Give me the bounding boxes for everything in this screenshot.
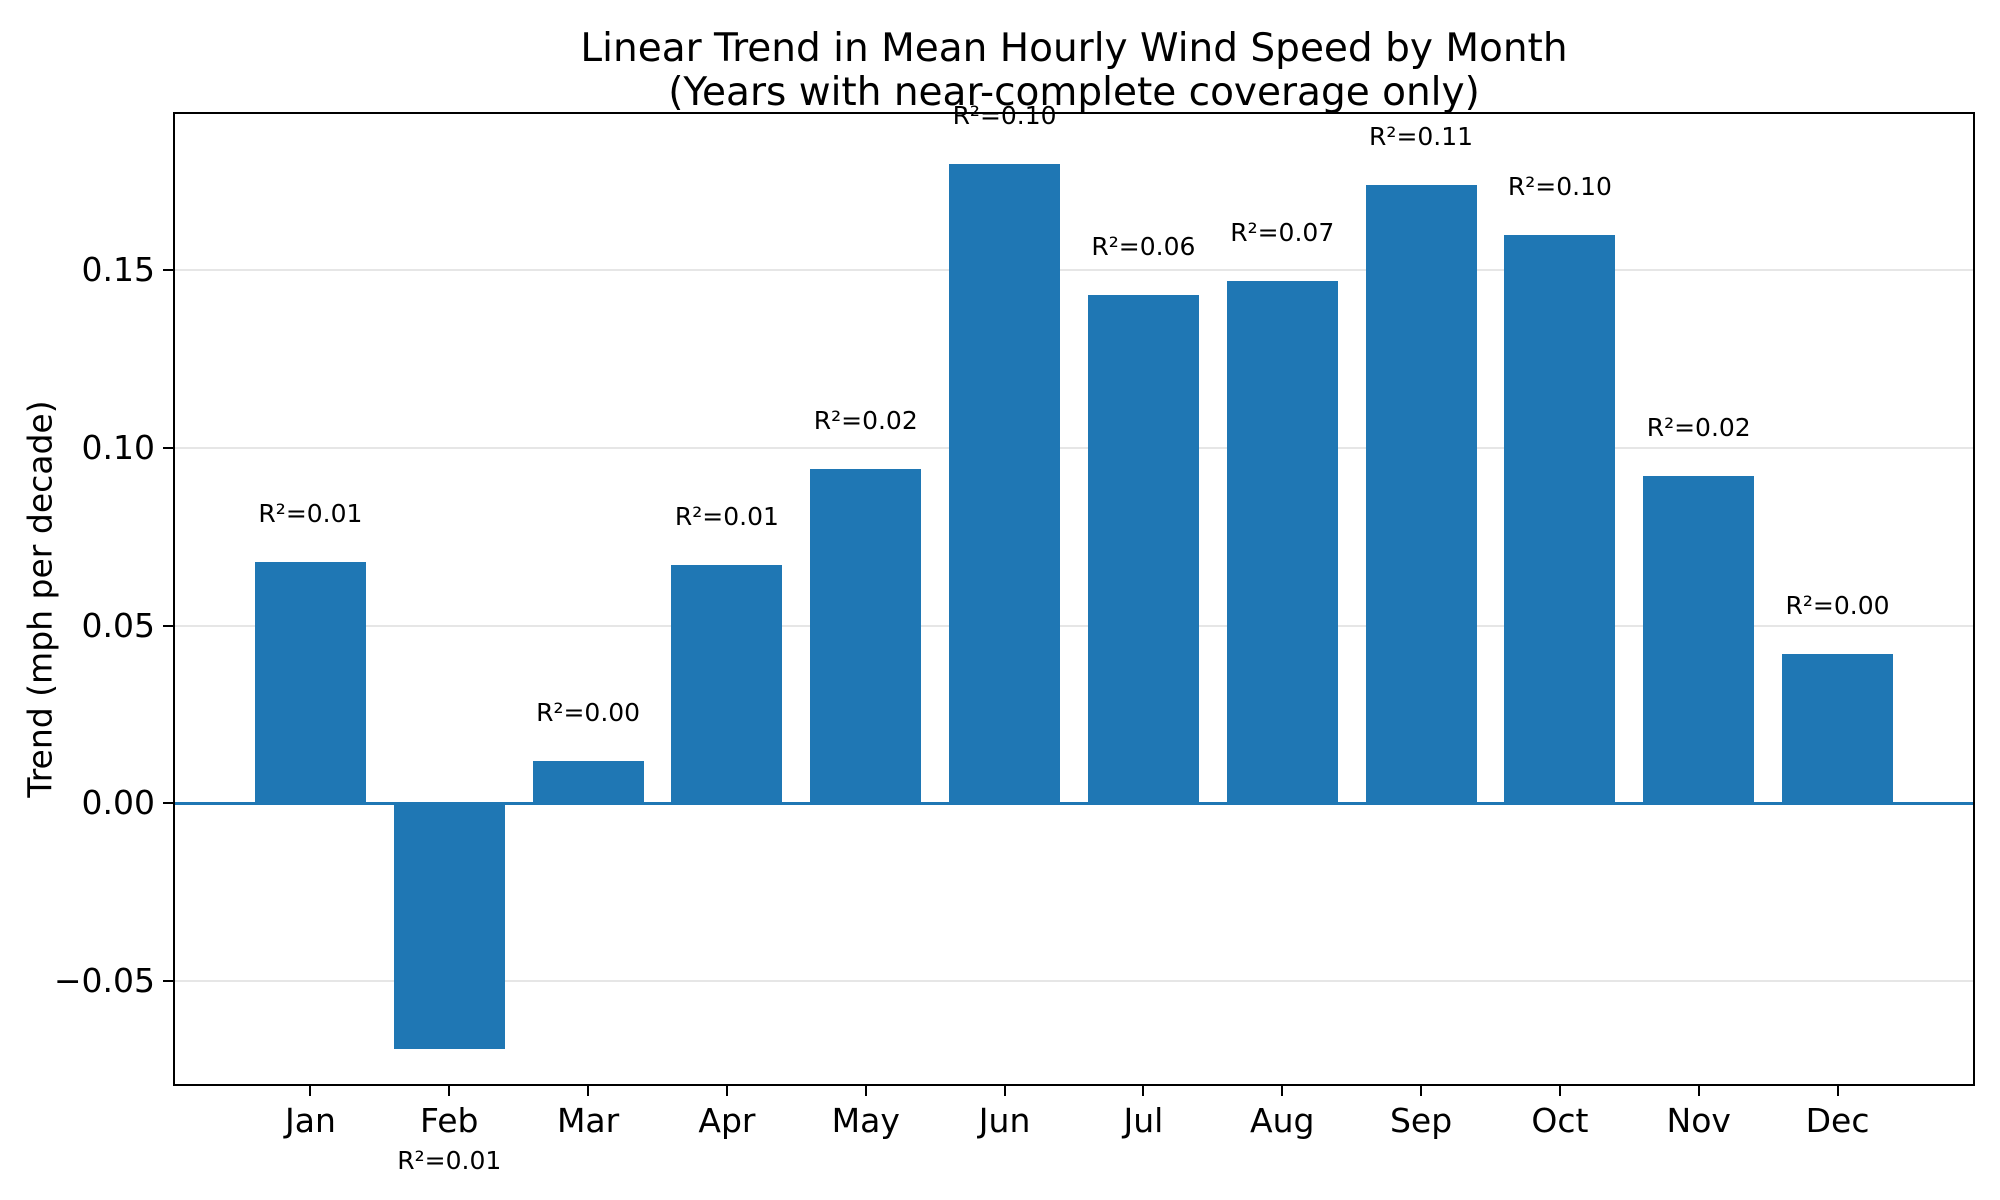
bar-mar: [532, 760, 644, 804]
r2-annotation-sep: R²=0.11: [1369, 121, 1474, 151]
r2-annotation-jul: R²=0.06: [1091, 232, 1196, 262]
x-tick-mark: [1836, 1086, 1839, 1096]
bar-jun: [949, 163, 1061, 804]
x-tick-mark: [1142, 1086, 1145, 1096]
x-tick-mark: [309, 1086, 312, 1096]
y-tick-mark: [163, 802, 173, 805]
r2-annotation-jun: R²=0.10: [952, 100, 1057, 130]
bar-aug: [1226, 280, 1338, 804]
r2-annotation-feb: R²=0.01: [397, 1146, 502, 1175]
x-tick-label-jun: Jun: [978, 1101, 1031, 1140]
bar-jul: [1087, 295, 1199, 804]
y-tick-label: 0.15: [81, 250, 155, 290]
y-tick-label: 0.05: [81, 605, 155, 645]
y-tick-label: −0.05: [53, 961, 155, 1001]
r2-annotation-apr: R²=0.01: [674, 502, 779, 532]
bar-jan: [254, 561, 366, 804]
x-tick-label-dec: Dec: [1805, 1101, 1870, 1140]
r2-annotation-dec: R²=0.00: [1785, 591, 1890, 621]
bar-sep: [1365, 184, 1477, 804]
x-tick-label-aug: Aug: [1250, 1101, 1315, 1140]
bar-dec: [1782, 654, 1894, 804]
y-tick-mark: [163, 446, 173, 449]
r2-annotation-mar: R²=0.00: [536, 697, 641, 727]
bar-nov: [1643, 476, 1755, 804]
x-tick-label-sep: Sep: [1389, 1101, 1453, 1140]
x-tick-mark: [725, 1086, 728, 1096]
y-tick-mark: [163, 624, 173, 627]
x-tick-mark: [864, 1086, 867, 1096]
x-tick-mark: [1697, 1086, 1700, 1096]
y-tick-label: 0.00: [81, 783, 155, 823]
chart-title-line2: (Years with near-complete coverage only): [668, 70, 1480, 115]
y-tick-mark: [163, 980, 173, 983]
x-tick-label-apr: Apr: [698, 1101, 756, 1140]
x-tick-mark: [1003, 1086, 1006, 1096]
x-tick-mark: [1281, 1086, 1284, 1096]
x-tick-label-jul: Jul: [1123, 1101, 1164, 1140]
y-gridline: [173, 624, 1975, 627]
x-tick-mark: [448, 1086, 451, 1096]
x-tick-label-nov: Nov: [1666, 1101, 1731, 1140]
bar-apr: [671, 565, 783, 804]
x-tick-label-jan: Jan: [285, 1101, 336, 1140]
bar-feb: [393, 803, 505, 1049]
y-tick-label: 0.10: [81, 427, 155, 467]
r2-annotation-jan: R²=0.01: [258, 498, 363, 528]
y-gridline: [173, 269, 1975, 272]
x-tick-mark: [587, 1086, 590, 1096]
y-tick-mark: [163, 269, 173, 272]
x-tick-mark: [1420, 1086, 1423, 1096]
bar-oct: [1504, 234, 1616, 804]
chart-title-line1: Linear Trend in Mean Hourly Wind Speed b…: [580, 26, 1568, 71]
x-tick-label-mar: Mar: [556, 1101, 620, 1140]
y-gridline: [173, 980, 1975, 983]
y-gridline: [173, 446, 1975, 449]
r2-annotation-aug: R²=0.07: [1230, 217, 1335, 247]
r2-annotation-oct: R²=0.10: [1507, 171, 1612, 201]
zero-line: [173, 801, 1975, 805]
r2-annotation-may: R²=0.02: [813, 406, 918, 436]
bar-may: [810, 469, 922, 804]
r2-annotation-nov: R²=0.02: [1646, 413, 1751, 443]
x-tick-label-feb: Feb: [420, 1101, 479, 1140]
x-tick-label-oct: Oct: [1531, 1101, 1589, 1140]
x-tick-label-may: May: [831, 1101, 900, 1140]
x-tick-mark: [1558, 1086, 1561, 1096]
